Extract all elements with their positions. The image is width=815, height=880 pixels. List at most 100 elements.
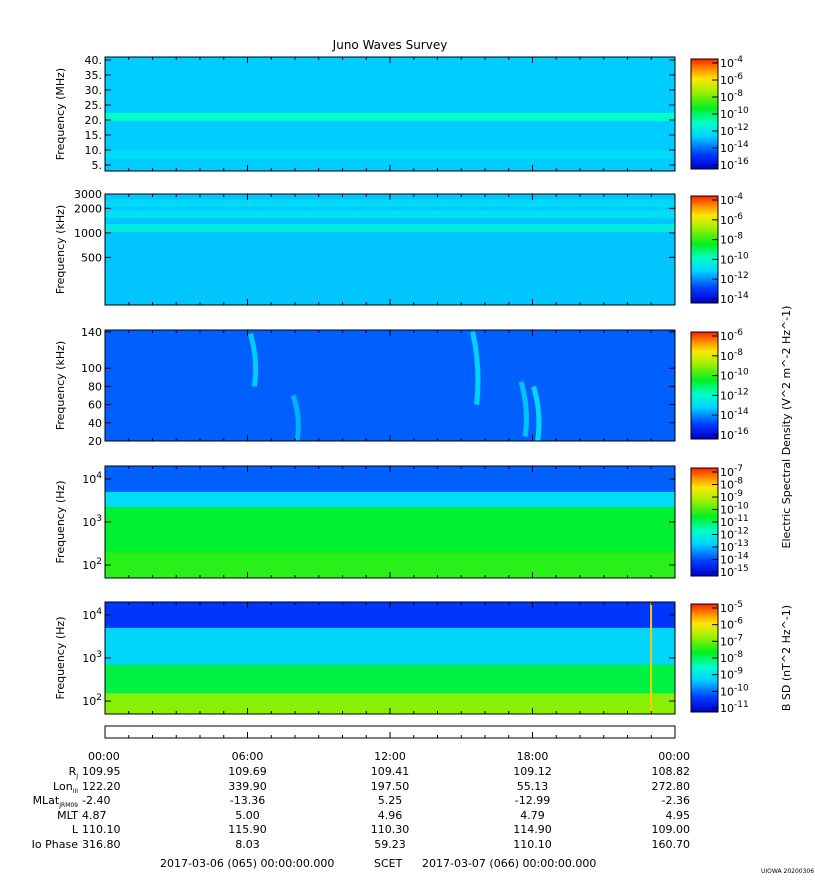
- y-tick-label: 100: [81, 362, 102, 375]
- y-tick-label: 2000: [74, 202, 102, 215]
- spectral-band: [105, 150, 675, 159]
- colorbar-tick-label: 10-12: [720, 123, 749, 138]
- spectrogram-background: [105, 330, 675, 441]
- y-tick-label: 140: [81, 326, 102, 339]
- spectral-band: [105, 664, 675, 694]
- emission-burst: [247, 332, 259, 387]
- colorbar-tick-label: 10-8: [720, 232, 743, 247]
- ephemeris-value: 109.12: [513, 765, 552, 778]
- y-tick-label: 102: [82, 693, 102, 708]
- colorbar: [690, 195, 719, 304]
- colorbar-tick-label: 10-4: [720, 192, 743, 207]
- colorbar-tick-label: 10-14: [720, 291, 749, 306]
- colorbar-tick-label: 10-5: [720, 600, 743, 615]
- y-tick-label: 40: [88, 417, 102, 430]
- y-axis-label: Frequency (Hz): [54, 481, 67, 564]
- ephemeris-value: -2.40: [82, 794, 110, 807]
- panel-hfr-high: 5. 10. 15. 20. 25. 30. 35. 40. Frequency (MHz) 10…: [54, 54, 749, 172]
- ephemeris-value: -2.36: [662, 794, 690, 807]
- ephemeris-value: -12.99: [515, 794, 550, 807]
- spectral-band: [105, 199, 675, 208]
- colorbar-tick-label: 10-4: [720, 55, 743, 70]
- y-tick-label: 102: [82, 557, 102, 572]
- colorbar-tick-label: 10-6: [720, 72, 743, 87]
- ephemeris-time-label: 12:00: [374, 750, 406, 763]
- ephemeris-value: 109.95: [82, 765, 121, 778]
- emission-burst: [531, 385, 542, 442]
- colorbar-tick-label: 10-12: [720, 387, 749, 402]
- ephemeris-value: 4.96: [378, 809, 403, 822]
- spectral-band: [105, 113, 675, 121]
- ephemeris-value: 272.80: [652, 780, 691, 793]
- ephemeris-value: 114.90: [513, 823, 552, 836]
- colorbar: [690, 331, 719, 440]
- colorbar-tick-label: 10-10: [720, 368, 749, 383]
- y-tick-label: 5.: [92, 159, 103, 172]
- ephemeris-value: 4.79: [520, 809, 545, 822]
- time-range-start: 2017-03-06 (065) 00:00:00.000: [160, 857, 334, 870]
- emission-burst: [470, 331, 481, 405]
- ephemeris-value: 160.70: [652, 838, 691, 851]
- spectral-band: [105, 627, 675, 665]
- ephemeris-value: 115.90: [228, 823, 267, 836]
- colorbar-tick-label: 10-8: [720, 348, 743, 363]
- ephemeris-row-label: RJ: [69, 765, 79, 780]
- ephemeris-value: 8.03: [235, 838, 260, 851]
- y-tick-label: 35.: [85, 69, 103, 82]
- y-tick-label: 103: [82, 650, 102, 665]
- spectral-band: [105, 507, 675, 553]
- ephemeris-value: 197.50: [371, 780, 410, 793]
- ephemeris-value: 109.00: [652, 823, 691, 836]
- colorbar-tick-label: 10-6: [720, 617, 743, 632]
- panel-magnetic: 102 103 104 Frequency (Hz) 10-5 10-610-7 10-8 1…: [54, 600, 793, 715]
- y-tick-label: 60: [88, 399, 102, 412]
- ephemeris-value: 109.69: [228, 765, 267, 778]
- y-tick-label: 20: [88, 435, 102, 448]
- y-tick-label: 80: [88, 380, 102, 393]
- colorbar-tick-label: 10-16: [720, 157, 749, 172]
- ephemeris-value: 339.90: [228, 780, 267, 793]
- ephemeris-value: 122.20: [82, 780, 121, 793]
- colorbar-tick-label: 10-9: [720, 667, 743, 682]
- emission-burst: [290, 394, 301, 442]
- colorbar-tick-label: 10-6: [720, 212, 743, 227]
- colorbar-tick-label: 10-14: [720, 407, 749, 422]
- colorbar-tick-label: 10-12: [720, 271, 749, 286]
- time-range-label: SCET: [374, 857, 403, 870]
- spectral-band: [105, 491, 675, 508]
- ephemeris-row-label: L: [72, 823, 79, 836]
- y-axis-label: Frequency (kHz): [54, 341, 67, 430]
- ephemeris-value: 4.87: [82, 809, 107, 822]
- ephemeris-value: 110.30: [371, 823, 410, 836]
- ephemeris-value: 316.80: [82, 838, 121, 851]
- ephemeris-value: 59.23: [374, 838, 406, 851]
- ephemeris-value: 110.10: [82, 823, 121, 836]
- ephemeris-time-label: 00:00: [88, 750, 120, 763]
- ephemeris-value: 5.25: [378, 794, 403, 807]
- colorbar-tick-label: 10-16: [720, 427, 749, 442]
- ephemeris-row-label: MLT: [57, 809, 78, 822]
- ephemeris-value: 4.95: [666, 809, 691, 822]
- stamp-label: UIOWA 20200306: [761, 868, 814, 875]
- ephemeris-value: 55.13: [517, 780, 549, 793]
- colorbar-tick-label: 10-14: [720, 140, 749, 155]
- colorbar-tick-label: 10-8: [720, 650, 743, 665]
- y-tick-label: 1000: [74, 227, 102, 240]
- colorbar-label-magnetic: B SD (nT^2 Hz^-1): [780, 605, 793, 711]
- y-tick-label: 104: [82, 607, 102, 622]
- colorbar-tick-label: 10-8: [720, 89, 743, 104]
- ephemeris-value: -13.36: [230, 794, 265, 807]
- time-range-end: 2017-03-07 (066) 00:00:00.000: [422, 857, 596, 870]
- ephemeris-row-label: LonIII: [53, 780, 78, 795]
- y-tick-label: 25.: [85, 99, 103, 112]
- colorbar-tick-label: 10-10: [720, 106, 749, 121]
- ephemeris-row-label: MLatJRM09: [33, 794, 79, 809]
- y-tick-label: 40.: [85, 54, 103, 67]
- y-axis-label: Frequency (MHz): [54, 68, 67, 160]
- ephemeris-value: 110.10: [513, 838, 552, 851]
- y-tick-label: 104: [82, 471, 102, 486]
- time-axis-bar: [104, 725, 676, 739]
